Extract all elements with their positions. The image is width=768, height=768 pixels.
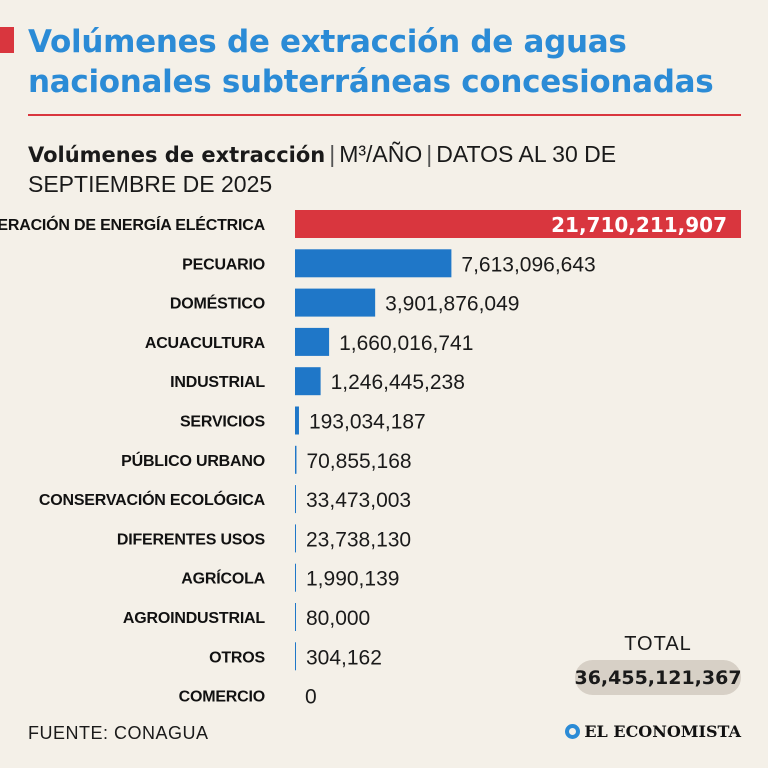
category-label: ACUACULTURA bbox=[145, 335, 266, 352]
title-divider bbox=[28, 114, 741, 116]
el-economista-logo-icon bbox=[565, 724, 581, 739]
subtitle-separator: | bbox=[426, 141, 433, 167]
source-note: FUENTE: CONAGUA bbox=[28, 723, 209, 743]
total-label: TOTAL bbox=[624, 633, 692, 655]
value-label: 3,901,876,049 bbox=[385, 293, 519, 316]
bar bbox=[295, 249, 452, 278]
chart-subtitle: Volúmenes de extracción | M³/AÑO | DATOS AL … bbox=[28, 140, 728, 199]
bar bbox=[295, 563, 296, 592]
value-label: 7,613,096,643 bbox=[461, 253, 595, 276]
value-label: 70,855,168 bbox=[306, 450, 411, 473]
bar bbox=[295, 288, 376, 317]
value-label: 33,473,003 bbox=[306, 489, 411, 512]
value-label: 193,034,187 bbox=[309, 411, 426, 434]
value-label: 23,738,130 bbox=[306, 528, 411, 551]
subtitle-date: DATOS AL 30 DE SEPTIEMBRE DE 2025 bbox=[28, 141, 617, 197]
brand-logo: EL ECONOMISTA bbox=[565, 722, 741, 741]
title-accent-bar bbox=[0, 27, 14, 53]
page-title: Volúmenes de extracción de aguas naciona… bbox=[28, 24, 714, 100]
total-value: 36,455,121,367 bbox=[574, 660, 742, 695]
brand-name: EL ECONOMISTA bbox=[584, 722, 741, 741]
category-label: GENERACIÓN DE ENERGÍA ELÉCTRICA bbox=[0, 215, 266, 234]
bar bbox=[295, 327, 330, 356]
category-label: DOMÉSTICO bbox=[170, 294, 265, 313]
subtitle-strong: Volúmenes de extracción bbox=[28, 143, 326, 167]
bar bbox=[295, 485, 296, 514]
bar-highlight bbox=[295, 210, 741, 238]
category-label: CONSERVACIÓN ECOLÓGICA bbox=[39, 490, 266, 509]
bar-chart: GENERACIÓN DE ENERGÍA ELÉCTRICA 21,710,21… bbox=[0, 210, 741, 705]
subtitle-separator: | bbox=[329, 141, 336, 167]
value-label: 80,000 bbox=[306, 607, 370, 630]
category-label: COMERCIO bbox=[179, 689, 265, 705]
value-label: 0 bbox=[305, 686, 317, 705]
value-label: 1,990,139 bbox=[306, 568, 399, 591]
bar bbox=[295, 406, 299, 435]
bar bbox=[295, 603, 296, 631]
bar bbox=[295, 524, 296, 553]
bar bbox=[295, 367, 321, 396]
category-label: AGROINDUSTRIAL bbox=[123, 610, 266, 627]
bar bbox=[295, 642, 296, 671]
value-label: 1,660,016,741 bbox=[339, 332, 473, 355]
value-label: 304,162 bbox=[306, 646, 382, 669]
category-label: PÚBLICO URBANO bbox=[121, 451, 265, 470]
value-label: 21,710,211,907 bbox=[551, 213, 727, 237]
category-label: OTROS bbox=[209, 649, 265, 666]
category-label: DIFERENTES USOS bbox=[117, 531, 266, 548]
bar bbox=[295, 445, 297, 474]
category-label: AGRÍCOLA bbox=[181, 569, 265, 588]
value-label: 1,246,445,238 bbox=[331, 371, 465, 394]
category-label: SERVICIOS bbox=[180, 414, 266, 431]
subtitle-unit: M³/AÑO bbox=[339, 141, 423, 167]
category-label: PECUARIO bbox=[182, 256, 265, 273]
category-label: INDUSTRIAL bbox=[170, 374, 265, 391]
